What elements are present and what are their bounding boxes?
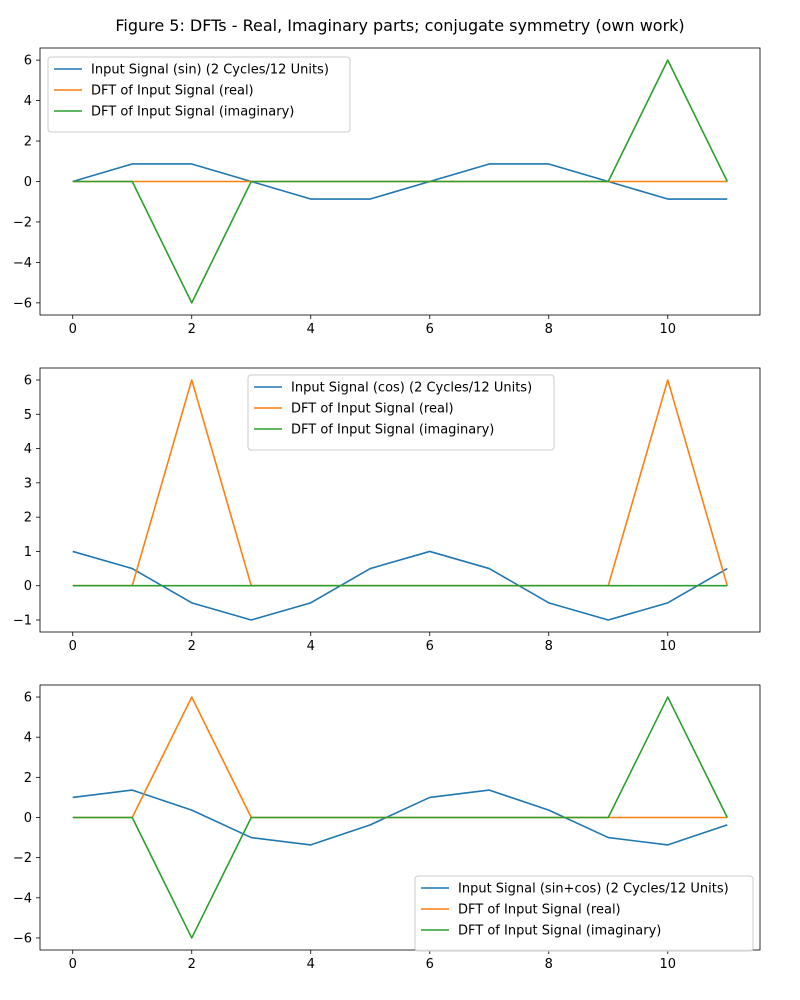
y-tick-label: 4 — [24, 94, 32, 109]
x-tick-label: 0 — [69, 957, 77, 972]
subplot-3: 0 2 4 6 8 10 −6 −4 −2 0 2 4 6 Input Signal (sin+cos) … — [13, 684, 761, 972]
y-tick-label: −6 — [13, 296, 32, 311]
legend-label: DFT of Input Signal (imaginary) — [291, 423, 494, 438]
legend-label: Input Signal (sin) (2 Cycles/12 Units) — [91, 63, 329, 78]
y-tick-label: 2 — [24, 511, 32, 526]
x-tick-label: 6 — [426, 957, 434, 972]
y-tick-label: 6 — [24, 374, 32, 389]
subplot-2: 0 2 4 6 8 10 −1 0 1 2 3 4 5 6 Input Signal (cos) (2 Cy… — [13, 367, 761, 654]
x-tick-label: 10 — [659, 957, 676, 972]
y-tick-label: −4 — [13, 891, 32, 906]
x-tick-label: 2 — [188, 639, 196, 654]
y-tick-label: −6 — [13, 931, 32, 946]
legend: Input Signal (cos) (2 Cycles/12 Units) DF… — [247, 374, 555, 451]
y-tick-label: 4 — [24, 442, 32, 457]
plot-frame — [39, 47, 761, 316]
x-tick-label: 8 — [545, 957, 553, 972]
y-tick-label: −4 — [13, 256, 32, 271]
x-tick-label: 8 — [545, 322, 553, 337]
series-line-1 — [72, 550, 728, 621]
y-tick-label: 0 — [24, 811, 32, 826]
legend-label: DFT of Input Signal (imaginary) — [458, 924, 661, 939]
y-tick-label: 3 — [24, 476, 32, 491]
legend-box — [47, 56, 351, 133]
series-line-1 — [72, 789, 728, 846]
plot-frame — [39, 367, 761, 633]
y-tick-label: −2 — [13, 851, 32, 866]
y-tick-label: 2 — [24, 771, 32, 786]
series-line-3 — [72, 59, 728, 304]
legend: Input Signal (sin) (2 Cycles/12 Units) DF… — [47, 56, 351, 133]
x-tick-label: 8 — [545, 639, 553, 654]
x-tick-label: 6 — [426, 639, 434, 654]
y-tick-label: −1 — [13, 614, 32, 629]
legend-label: DFT of Input Signal (real) — [458, 903, 621, 918]
legend-label: DFT of Input Signal (imaginary) — [91, 105, 294, 120]
y-tick-label: 0 — [24, 175, 32, 190]
legend-box — [414, 875, 754, 952]
y-tick-label: 5 — [24, 408, 32, 423]
subplot-1: 0 2 4 6 8 10 −6 −4 −2 0 2 4 6 Input Signal (sin) (2 C… — [13, 47, 761, 337]
y-tick-label: 4 — [24, 731, 32, 746]
x-tick-label: 6 — [426, 322, 434, 337]
legend-box — [247, 374, 555, 451]
y-tick-label: 2 — [24, 135, 32, 150]
x-tick-label: 4 — [307, 322, 315, 337]
legend: Input Signal (sin+cos) (2 Cycles/12 Unit… — [414, 875, 754, 952]
legend-label: Input Signal (cos) (2 Cycles/12 Units) — [291, 381, 532, 396]
y-tick-label: 0 — [24, 579, 32, 594]
x-tick-label: 2 — [188, 957, 196, 972]
x-tick-label: 4 — [307, 957, 315, 972]
legend-label: DFT of Input Signal (real) — [91, 84, 254, 99]
legend-label: DFT of Input Signal (real) — [291, 402, 454, 417]
figure-title: Figure 5: DFTs - Real, Imaginary parts; … — [115, 16, 685, 35]
legend-label: Input Signal (sin+cos) (2 Cycles/12 Unit… — [458, 882, 729, 897]
series-line-3 — [72, 696, 728, 939]
x-tick-label: 0 — [69, 322, 77, 337]
x-tick-label: 4 — [307, 639, 315, 654]
x-tick-label: 10 — [659, 639, 676, 654]
x-tick-label: 2 — [188, 322, 196, 337]
series-line-2 — [72, 696, 728, 819]
plot-frame — [39, 684, 761, 951]
y-tick-label: 1 — [24, 545, 32, 560]
x-tick-label: 0 — [69, 639, 77, 654]
series-line-1 — [72, 163, 728, 200]
y-tick-label: 6 — [24, 54, 32, 69]
y-tick-label: −2 — [13, 215, 32, 230]
y-tick-label: 6 — [24, 691, 32, 706]
x-tick-label: 10 — [659, 322, 676, 337]
